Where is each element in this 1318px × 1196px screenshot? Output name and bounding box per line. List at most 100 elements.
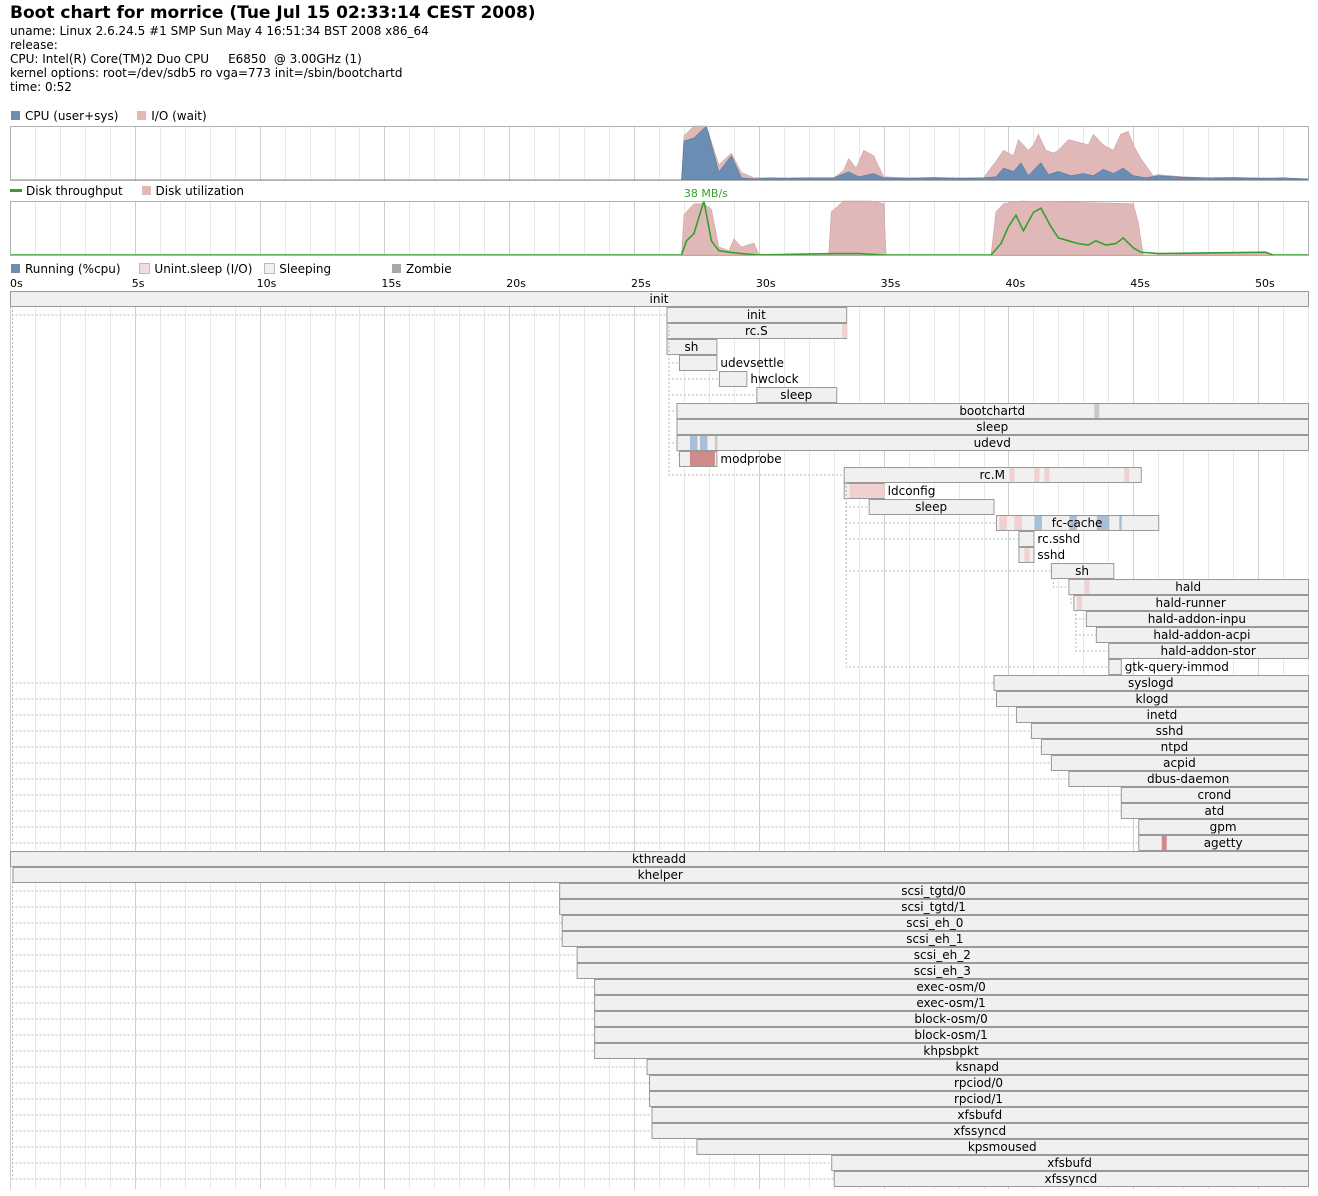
- process-bar: [1120, 803, 1309, 819]
- process-bar: [993, 675, 1309, 691]
- process-state-mark: [842, 324, 848, 338]
- process-state-mark: [689, 436, 698, 450]
- process-bar: [651, 1123, 1309, 1139]
- process-label: hald-addon-inpu: [1148, 612, 1246, 626]
- legend-unint-sleep-swatch: [139, 263, 151, 274]
- process-bar: [646, 1059, 1309, 1075]
- process-bar: [1018, 531, 1035, 547]
- process-state-mark: [1014, 516, 1022, 530]
- process-label: init: [747, 308, 766, 322]
- process-bar: [561, 931, 1309, 947]
- process-tree-connector: [1075, 610, 1086, 620]
- time-tick-label: 30s: [756, 277, 776, 290]
- legend-sleeping-swatch: [264, 263, 276, 274]
- time-tick-label: 15s: [381, 277, 401, 290]
- process-bar: [10, 291, 1309, 307]
- legend-zombie: Zombie: [390, 262, 452, 276]
- process-label: hwclock: [750, 372, 798, 386]
- process-tree-connector: [12, 306, 1139, 844]
- process-label: block-osm/0: [914, 1012, 987, 1026]
- process-bar: [559, 899, 1309, 915]
- process-bar: [676, 403, 1309, 419]
- legend-io-wait: I/O (wait): [136, 109, 207, 123]
- process-tree-connector: [12, 866, 595, 988]
- process-state-mark: [689, 452, 715, 466]
- process-state-mark: [1161, 836, 1167, 850]
- process-label: sh: [1075, 564, 1089, 578]
- process-tree-connector: [12, 866, 649, 1100]
- process-state-mark: [1094, 404, 1100, 418]
- process-bar: [1073, 595, 1310, 611]
- process-label: gtk-query-immod: [1125, 660, 1229, 674]
- process-bar: [843, 467, 1142, 483]
- process-state-mark: [1009, 468, 1015, 482]
- process-tree-connector: [12, 866, 652, 1116]
- process-label: sleep: [915, 500, 947, 514]
- process-bar: [1138, 835, 1310, 851]
- process-bar: [1120, 787, 1309, 803]
- disk-legend: Disk throughput Disk utilization: [10, 184, 258, 198]
- kernel-options-line: kernel options: root=/dev/sdb5 ro vga=77…: [10, 66, 403, 80]
- legend-running-label: Running (%cpu): [25, 262, 121, 276]
- process-bar: [594, 995, 1309, 1011]
- legend-io-wait-label: I/O (wait): [151, 109, 207, 123]
- process-label: udevsettle: [720, 356, 783, 370]
- process-state-mark: [699, 436, 708, 450]
- process-label: kthreadd: [632, 852, 686, 866]
- legend-running: Running (%cpu): [10, 262, 121, 276]
- process-label: ldconfig: [888, 484, 936, 498]
- time-tick-label: 5s: [132, 277, 145, 290]
- time-tick-label: 0s: [10, 277, 23, 290]
- process-label: inetd: [1147, 708, 1178, 722]
- process-bar: [1095, 627, 1309, 643]
- process-bar: [561, 915, 1309, 931]
- legend-unint-sleep: Unint.sleep (I/O): [139, 262, 252, 276]
- process-state-mark: [849, 484, 885, 498]
- process-label: xfsbufd: [1047, 1156, 1092, 1170]
- process-tree-connector: [12, 306, 1051, 764]
- cpu-usage-area: [10, 125, 1309, 181]
- process-state-mark: [1034, 468, 1040, 482]
- process-bar: [559, 883, 1309, 899]
- process-tree-connector: [12, 306, 1121, 796]
- process-label: block-osm/1: [914, 1028, 987, 1042]
- process-bar: [718, 371, 748, 387]
- process-bar: [1030, 723, 1309, 739]
- process-state-mark: [1024, 548, 1030, 562]
- time-tick-label: 10s: [257, 277, 277, 290]
- process-label: dbus-daemon: [1147, 772, 1229, 786]
- process-label: hald-runner: [1156, 596, 1226, 610]
- process-bar: [831, 1155, 1309, 1171]
- process-tree-connector: [12, 306, 1069, 780]
- process-label: khpsbpkt: [923, 1044, 979, 1058]
- time-tick-label: 35s: [881, 277, 901, 290]
- process-bar: [666, 339, 718, 355]
- time-tick-label: 50s: [1255, 277, 1275, 290]
- process-label: exec-osm/0: [916, 980, 985, 994]
- process-bar: [1050, 563, 1115, 579]
- process-tree-connector: [12, 866, 595, 1020]
- process-tree-connector: [12, 866, 647, 1068]
- process-legend: Running (%cpu) Unint.sleep (I/O) Sleepin…: [10, 262, 466, 276]
- uname-line: uname: Linux 2.6.24.5 #1 SMP Sun May 4 1…: [10, 24, 429, 38]
- process-label: agetty: [1204, 836, 1243, 850]
- process-bar: [868, 499, 995, 515]
- time-tick-label: 25s: [631, 277, 651, 290]
- process-tree-connector: [12, 306, 1016, 716]
- process-bar: [1040, 739, 1309, 755]
- process-bar: [1138, 819, 1310, 835]
- process-bar: [1068, 579, 1310, 595]
- process-bar: [1068, 771, 1310, 787]
- process-bar: [833, 1171, 1309, 1187]
- legend-zombie-label: Zombie: [405, 262, 452, 276]
- process-state-mark: [1119, 516, 1122, 530]
- process-label: klogd: [1136, 692, 1169, 706]
- process-state-mark: [714, 436, 718, 450]
- process-tree-connector: [12, 306, 1139, 828]
- process-label: init: [650, 292, 669, 306]
- process-bar: [666, 307, 848, 323]
- process-tree-connector: [12, 306, 1041, 748]
- legend-disk-throughput-swatch: [10, 189, 22, 192]
- process-label: sshd: [1156, 724, 1184, 738]
- process-label: xfssyncd: [1044, 1172, 1097, 1186]
